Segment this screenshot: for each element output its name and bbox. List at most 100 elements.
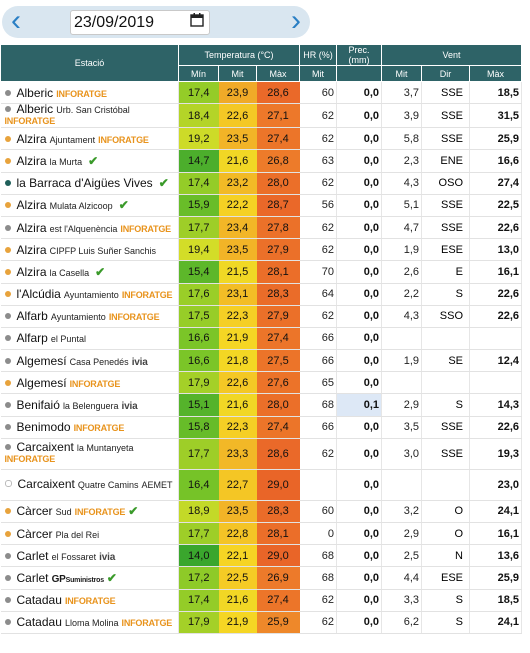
station-row[interactable]: Alzira CIPFP Luis Suñer Sanchis 19,4 23,5… bbox=[0, 238, 522, 262]
temp-max-cell: 26,9 bbox=[256, 566, 300, 590]
temp-max-cell: 27,8 bbox=[256, 216, 300, 240]
temp-max-cell: 28,1 bbox=[256, 260, 300, 284]
temp-max-cell: 29,0 bbox=[256, 544, 300, 568]
wind-dir-cell: ESE bbox=[421, 566, 470, 590]
station-row[interactable]: Alberic INFORATGE 17,4 23,9 28,6 60 0,0 3,7 SSE… bbox=[0, 81, 522, 105]
station-row[interactable]: Benifaió la Belenguera ivia 15,1 21,6 28,0 6… bbox=[0, 393, 522, 417]
station-row[interactable]: Alberic Urb. San Cristóbal INFORATGE 18,4… bbox=[0, 103, 522, 129]
temp-min-cell: 17,9 bbox=[178, 371, 219, 395]
station-row[interactable]: Alzira la Casella ✔ 15,4 21,5 28,1 70 0,0 2,6 E… bbox=[0, 260, 522, 284]
temp-min-cell: 15,9 bbox=[178, 194, 219, 217]
wind-dir-cell: S bbox=[421, 283, 470, 306]
station-name-cell[interactable]: Alzira la Casella ✔ bbox=[0, 260, 179, 284]
header-wind-max[interactable]: Màx bbox=[469, 65, 522, 82]
station-row[interactable]: Càrcer Pla del Rei 17,7 22,8 28,1 0 0,0 2,9 O 1… bbox=[0, 522, 522, 546]
station-status-dot bbox=[4, 530, 11, 537]
humidity-cell: 65 bbox=[299, 371, 337, 395]
station-row[interactable]: Alfarp el Puntal 16,6 21,9 27,4 66 0,0 bbox=[0, 327, 522, 351]
verified-check-icon: ✔ bbox=[95, 264, 106, 279]
calendar-icon[interactable] bbox=[190, 13, 204, 27]
station-name: Benimodo bbox=[16, 420, 71, 435]
humidity-cell: 62 bbox=[299, 305, 337, 328]
station-name-cell[interactable]: Carcaixent Quatre Camins AEMET bbox=[0, 469, 179, 501]
station-name-cell[interactable]: Càrcer Sud INFORATGE ✔ bbox=[0, 500, 179, 524]
verified-check-icon: ✔ bbox=[118, 198, 129, 213]
station-row[interactable]: Alzira la Murta ✔ 14,7 21,6 26,8 63 0,0 2,3 ENE… bbox=[0, 149, 522, 173]
station-name-cell[interactable]: Alzira Ajuntament INFORATGE bbox=[0, 127, 179, 151]
station-row[interactable]: Carcaixent Quatre Camins AEMET 16,4 22,7 29… bbox=[0, 469, 522, 501]
station-row[interactable]: Catadau Lloma Molina INFORATGE 17,9 21,9 25… bbox=[0, 611, 522, 634]
station-row[interactable]: Carlet GPSuministros ✔ 17,2 22,5 26,9 68 0,0 4,… bbox=[0, 566, 522, 590]
station-row[interactable]: Algemesí Casa Penedés ivia 16,6 21,8 27,5 66… bbox=[0, 349, 522, 373]
temp-min-cell: 19,2 bbox=[178, 127, 219, 151]
station-name-cell[interactable]: Benimodo INFORATGE bbox=[0, 416, 179, 439]
station-row[interactable]: Alzira Ajuntament INFORATGE 19,2 23,5 27,4 6… bbox=[0, 127, 522, 151]
station-name-cell[interactable]: Carcaixent la Muntanyeta INFORATGE bbox=[0, 438, 179, 470]
temp-avg-cell: 21,6 bbox=[218, 589, 257, 612]
station-row[interactable]: la Barraca d'Aigües Vives ✔ 17,4 23,2 28,0 6… bbox=[0, 172, 522, 195]
station-name-cell[interactable]: Benifaió la Belenguera ivia bbox=[0, 393, 179, 417]
wind-dir-cell: SSE bbox=[421, 127, 470, 151]
ivia-logo: ivia bbox=[121, 401, 138, 413]
temp-max-cell: 28,3 bbox=[256, 283, 300, 306]
wind-dir-cell: SSE bbox=[421, 81, 470, 105]
station-name-cell[interactable]: Carlet el Fossaret ivia bbox=[0, 544, 179, 568]
station-name-cell[interactable]: Catadau Lloma Molina INFORATGE bbox=[0, 611, 179, 634]
station-name-cell[interactable]: Algemesí Casa Penedés ivia bbox=[0, 349, 179, 373]
station-status-dot bbox=[4, 424, 11, 431]
wind-dir-cell: OSO bbox=[421, 172, 470, 195]
station-name-cell[interactable]: Alfarb Ayuntamiento INFORATGE bbox=[0, 305, 179, 328]
wind-avg-cell: 2,6 bbox=[381, 260, 422, 284]
header-temp-avg[interactable]: Mit bbox=[218, 65, 257, 82]
station-location: Ayuntamiento bbox=[50, 312, 106, 323]
station-row[interactable]: Alzira Mulata Alzicoop ✔ 15,9 22,2 28,7 56 0,… bbox=[0, 194, 522, 217]
station-name-cell[interactable]: Alberic Urb. San Cristóbal INFORATGE bbox=[0, 103, 179, 129]
previous-day-chevron-icon[interactable]: ‹ bbox=[11, 4, 21, 37]
temp-max-cell: 26,8 bbox=[256, 149, 300, 173]
station-row[interactable]: Benimodo INFORATGE 15,8 22,3 27,4 66 0,0 3,5 SS… bbox=[0, 416, 522, 439]
humidity-cell: 70 bbox=[299, 260, 337, 284]
station-name-cell[interactable]: Catadau INFORATGE bbox=[0, 589, 179, 612]
station-name-cell[interactable]: Alzira est l'Alquenència INFORATGE bbox=[0, 216, 179, 240]
header-wind-dir[interactable]: Dir bbox=[421, 65, 470, 82]
next-day-chevron-icon[interactable]: › bbox=[291, 4, 301, 37]
station-name: Carcaixent bbox=[16, 440, 74, 455]
wind-dir-cell: E bbox=[421, 260, 470, 284]
wind-max-cell: 13,6 bbox=[469, 544, 522, 568]
station-row[interactable]: Algemesí INFORATGE 17,9 22,6 27,6 65 0,0 bbox=[0, 371, 522, 395]
station-name-cell[interactable]: Alzira CIPFP Luis Suñer Sanchis bbox=[0, 238, 179, 262]
wind-avg-cell: 2,2 bbox=[381, 283, 422, 306]
station-row[interactable]: Alzira est l'Alquenència INFORATGE 17,7 23… bbox=[0, 216, 522, 240]
station-name-cell[interactable]: Alzira la Murta ✔ bbox=[0, 149, 179, 173]
station-row[interactable]: Carlet el Fossaret ivia 14,0 22,1 29,0 68 0,0… bbox=[0, 544, 522, 568]
gp-logo: GPSuministros bbox=[51, 573, 105, 585]
temp-min-cell: 17,4 bbox=[178, 172, 219, 195]
wind-max-cell: 19,3 bbox=[469, 438, 522, 470]
header-temp-max[interactable]: Màx bbox=[256, 65, 300, 82]
wind-max-cell: 16,6 bbox=[469, 149, 522, 173]
station-name-cell[interactable]: Alfarp el Puntal bbox=[0, 327, 179, 351]
station-row[interactable]: l'Alcúdia Ayuntamiento INFORATGE 17,6 23,1… bbox=[0, 283, 522, 306]
header-wind-avg[interactable]: Mit bbox=[381, 65, 422, 82]
header-hr-avg[interactable]: Mit bbox=[299, 65, 337, 82]
station-name-cell[interactable]: Alzira Mulata Alzicoop ✔ bbox=[0, 194, 179, 217]
station-row[interactable]: Carcaixent la Muntanyeta INFORATGE 17,7 23… bbox=[0, 438, 522, 470]
date-input[interactable]: 23/09/2019 bbox=[70, 10, 210, 35]
wind-dir-cell: S bbox=[421, 611, 470, 634]
station-name: la Barraca d'Aigües Vives bbox=[16, 176, 153, 191]
precipitation-cell: 0,1 bbox=[336, 393, 382, 417]
header-temp-min[interactable]: Mín bbox=[178, 65, 219, 82]
station-name-cell[interactable]: Algemesí INFORATGE bbox=[0, 371, 179, 395]
station-name: Catadau bbox=[16, 615, 62, 630]
station-name-cell[interactable]: l'Alcúdia Ayuntamiento INFORATGE bbox=[0, 283, 179, 306]
station-name-cell[interactable]: Càrcer Pla del Rei bbox=[0, 522, 179, 546]
station-row[interactable]: Catadau INFORATGE 17,4 21,6 27,4 62 0,0 3,3 S 18… bbox=[0, 589, 522, 612]
station-name-cell[interactable]: la Barraca d'Aigües Vives ✔ bbox=[0, 172, 179, 195]
station-name-cell[interactable]: Alberic INFORATGE bbox=[0, 81, 179, 105]
station-name-cell[interactable]: Carlet GPSuministros ✔ bbox=[0, 566, 179, 590]
station-row[interactable]: Alfarb Ayuntamiento INFORATGE 17,5 22,3 27,… bbox=[0, 305, 522, 328]
station-row[interactable]: Càrcer Sud INFORATGE ✔ 18,9 23,5 28,3 60 0,0 3,… bbox=[0, 500, 522, 524]
precipitation-cell: 0,0 bbox=[336, 172, 382, 195]
precipitation-cell: 0,0 bbox=[336, 103, 382, 129]
header-station[interactable]: Estació bbox=[0, 44, 179, 82]
